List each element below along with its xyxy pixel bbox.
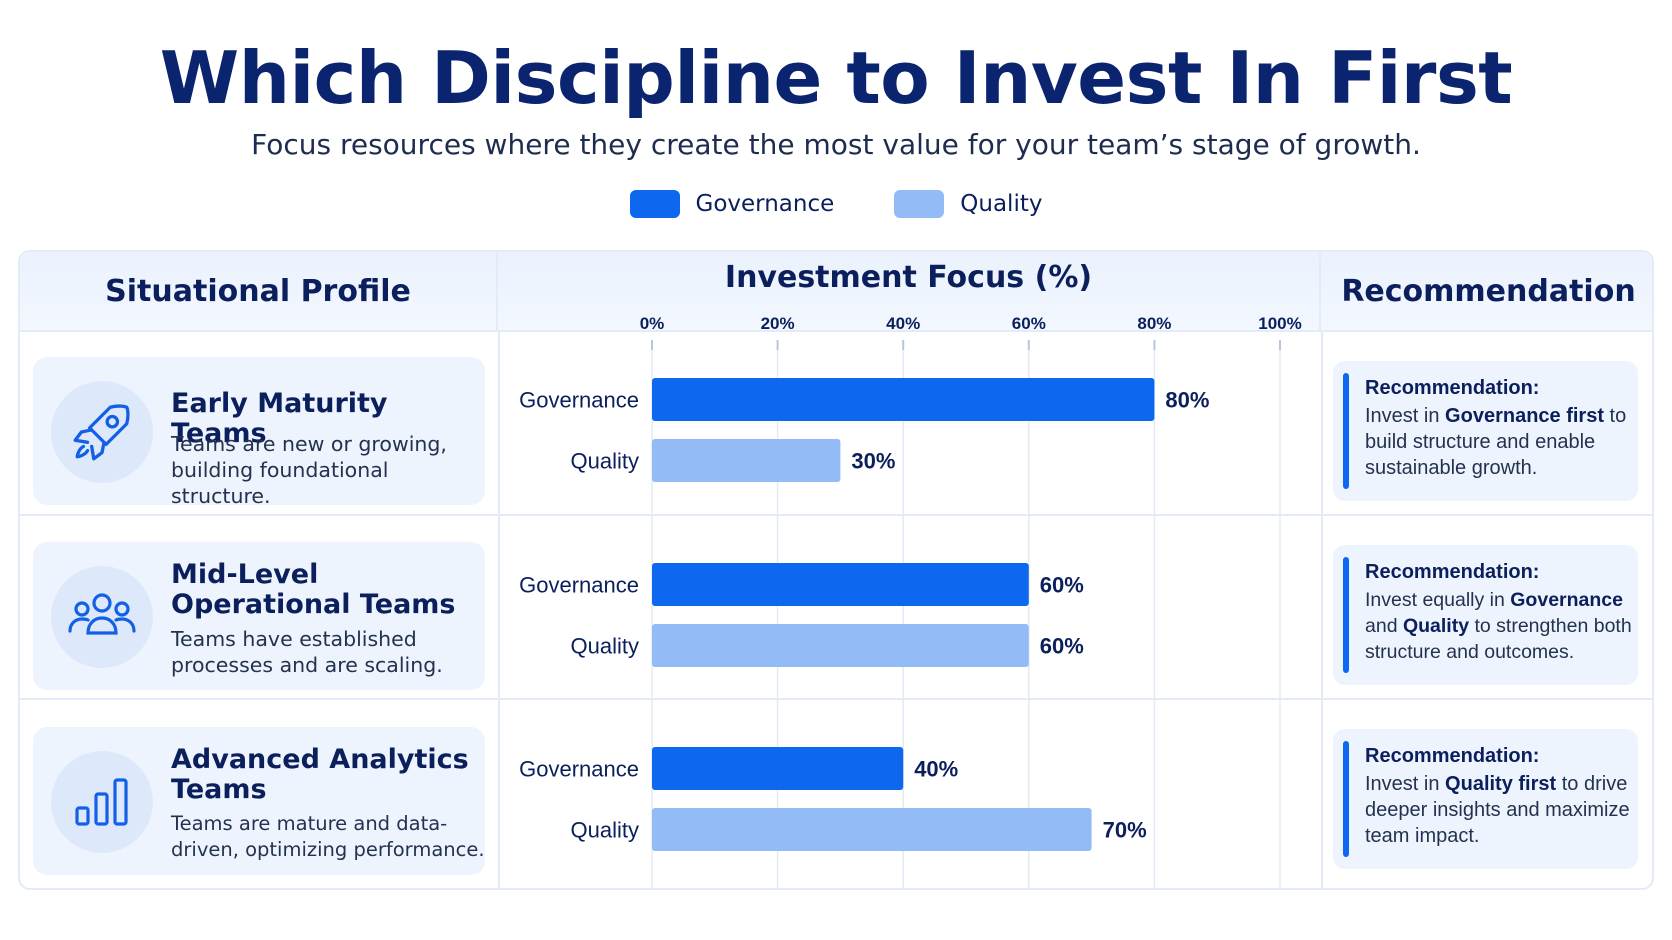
column-divider: [1321, 332, 1323, 888]
legend-label-quality: Quality: [960, 191, 1043, 217]
recommendation-text-part: Invest equally in: [1365, 589, 1511, 611]
recommendation-emphasis: Governance first: [1445, 405, 1604, 427]
recommendation-emphasis: Quality first: [1445, 773, 1557, 795]
accent-bar: [1343, 741, 1349, 857]
recommendation-emphasis: Governance: [1510, 589, 1623, 611]
column-divider: [498, 332, 500, 888]
page-title: Which Discipline to Invest In First: [159, 36, 1513, 120]
bar-chart-icon: [51, 751, 153, 853]
recommendation-text-part: to strengthen both structure and outcome…: [1365, 615, 1632, 663]
profile-title: Early Maturity Teams: [171, 388, 388, 449]
page-subtitle: Focus resources where they create the mo…: [251, 128, 1421, 161]
legend: Governance Quality: [0, 190, 1672, 218]
recommendation-emphasis: Quality: [1402, 615, 1470, 637]
profile-description: Teams have established processes and are…: [171, 627, 443, 677]
recommendation-card-mid: Recommendation: Invest equally in Govern…: [1333, 545, 1638, 685]
profile-card-early: Early Maturity Teams Teams are new or gr…: [33, 357, 485, 508]
recommendation-title: Recommendation:: [1365, 561, 1540, 583]
row-divider: [20, 698, 1652, 700]
legend-item-quality: Quality: [894, 190, 1042, 218]
recommendation-title: Recommendation:: [1365, 377, 1540, 399]
recommendation-text-part: and: [1365, 615, 1403, 637]
recommendation-text: Invest in Quality first to drive deeper …: [1365, 771, 1635, 849]
header-recommendation-label: Recommendation: [1341, 274, 1636, 309]
legend-swatch-quality: [894, 190, 945, 218]
people-icon: [51, 566, 153, 668]
profile-title: Mid-Level Operational Teams: [171, 559, 456, 620]
legend-item-governance: Governance: [629, 190, 835, 218]
recommendation-card-advanced: Recommendation: Invest in Quality first …: [1333, 729, 1638, 869]
recommendation-card-early: Recommendation: Invest in Governance fir…: [1333, 361, 1638, 501]
recommendation-text-part: Invest in: [1365, 405, 1446, 427]
header-recommendation: Recommendation: [1321, 252, 1652, 332]
legend-swatch-governance: [629, 190, 680, 218]
chart-title: Investment Focus (%): [724, 260, 1093, 295]
recommendation-title: Recommendation:: [1365, 745, 1540, 767]
recommendation-text: Invest in Governance first to build stru…: [1365, 403, 1635, 481]
profile-description: Teams are new or growing, building found…: [171, 432, 447, 508]
header-profile-label: Situational Profile: [105, 274, 411, 309]
profile-card-advanced: Advanced Analytics Teams Teams are matur…: [33, 727, 485, 875]
recommendation-text-part: to build structure and enable sustainabl…: [1365, 405, 1627, 479]
header-profile: Situational Profile: [20, 252, 498, 332]
header-chart: Investment Focus (%): [498, 252, 1321, 332]
legend-label-governance: Governance: [695, 191, 835, 217]
profile-title: Advanced Analytics Teams: [171, 744, 469, 805]
profile-card-mid: Mid-Level Operational Teams Teams have e…: [33, 542, 485, 690]
recommendation-text-part: Invest in: [1365, 773, 1446, 795]
row-divider: [20, 514, 1652, 516]
rocket-icon: [51, 381, 153, 483]
recommendation-text: Invest equally in Governance and Quality…: [1365, 587, 1635, 665]
accent-bar: [1343, 373, 1349, 489]
profile-description: Teams are mature and data-driven, optimi…: [171, 812, 485, 861]
accent-bar: [1343, 557, 1349, 673]
recommendation-text-part: to drive deeper insights and maximize te…: [1365, 773, 1630, 847]
